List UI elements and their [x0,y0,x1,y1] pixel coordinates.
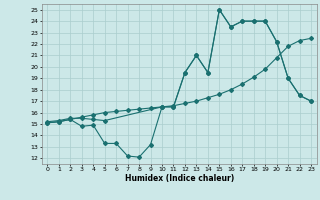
X-axis label: Humidex (Indice chaleur): Humidex (Indice chaleur) [124,174,234,183]
